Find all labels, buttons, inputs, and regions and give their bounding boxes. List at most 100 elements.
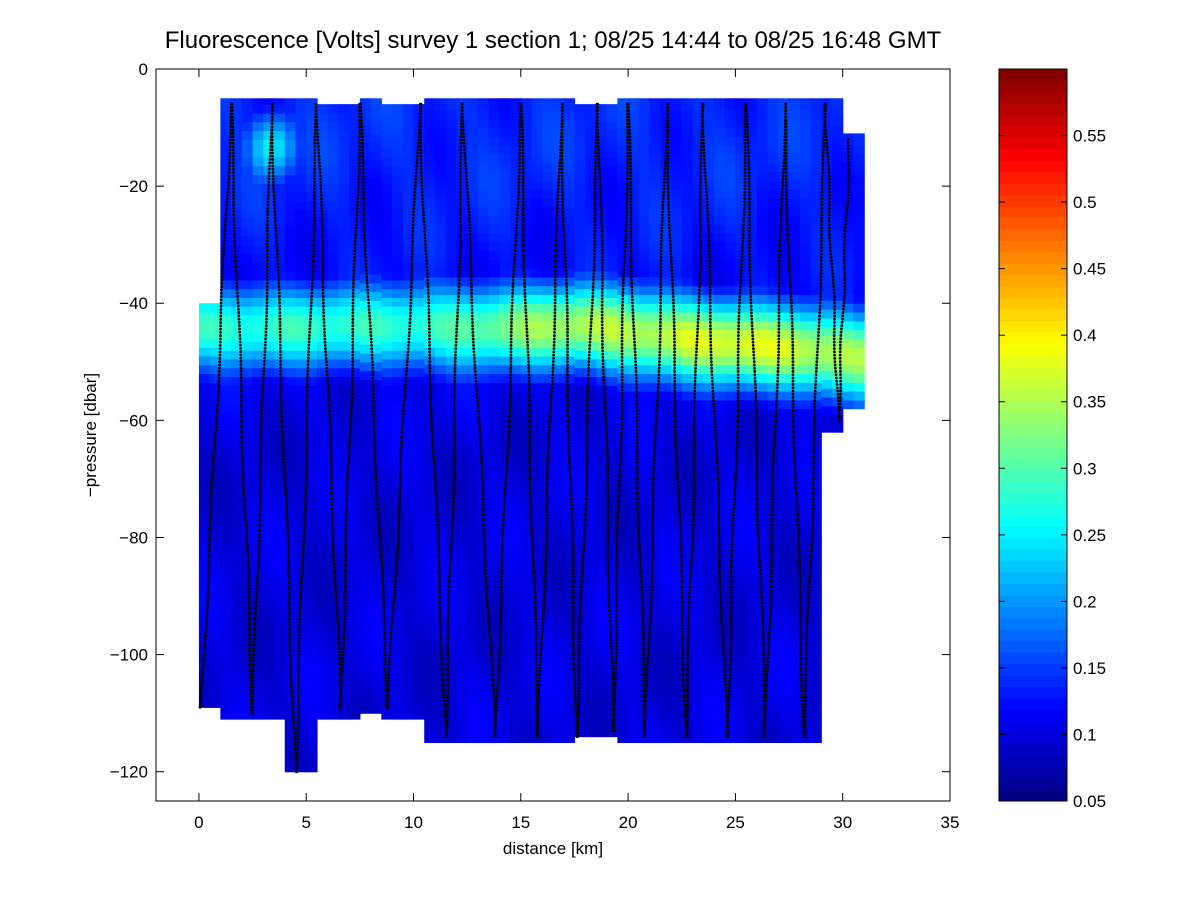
field-cell [810,487,822,498]
field-cell [413,420,425,430]
field-cell [467,285,479,296]
field-cell [359,493,372,503]
field-cell [660,610,672,621]
field-cell [671,689,683,700]
field-cell [735,514,747,524]
field-cell [370,361,382,372]
field-cell [274,253,286,263]
field-cell [434,127,447,137]
field-cell [799,197,812,208]
field-cell [799,487,812,498]
field-cell [327,297,340,307]
field-cell [198,338,211,348]
field-cell [220,613,232,623]
field-cell [209,399,221,410]
field-cell [553,355,565,366]
field-cell [392,183,404,193]
field-cell [671,391,683,401]
field-cell [295,235,307,246]
field-cell [713,180,726,190]
field-cell [692,628,704,638]
field-cell [327,262,340,272]
field-cell [553,487,565,498]
field-cell [338,130,350,140]
field-cell [746,347,758,357]
field-cell [585,200,597,211]
field-cell [638,364,651,375]
field-cell [402,639,415,650]
field-cell [681,109,694,120]
field-cell [198,382,211,392]
field-cell [746,557,758,568]
profile-sample [232,226,236,230]
field-cell [456,461,468,471]
field-cell [553,575,565,585]
field-cell [510,285,522,296]
field-cell [467,531,479,541]
field-cell [359,361,372,372]
field-cell [671,443,683,454]
profile-sample [246,555,250,559]
field-cell [263,367,275,378]
field-cell [349,174,361,184]
field-cell [520,505,533,515]
field-cell [799,312,812,322]
field-cell [563,338,576,348]
field-cell [789,672,801,682]
field-cell [510,654,522,664]
profile-sample [270,145,274,148]
field-cell [306,314,318,325]
field-cell [231,402,243,413]
field-cell [853,232,865,243]
field-cell [456,215,468,225]
field-cell [445,162,458,173]
profile-sample [270,132,274,135]
profile-sample [208,526,212,530]
field-cell [520,250,533,260]
field-cell [628,584,640,594]
field-cell [831,203,844,214]
field-cell [392,455,404,465]
profile-sample [278,327,282,331]
field-cell [467,628,479,638]
field-cell [810,470,822,480]
field-cell [842,250,855,260]
field-cell [370,256,382,266]
field-cell [574,367,586,378]
field-cell [499,399,511,410]
profile-sample [215,415,219,419]
field-cell [467,619,479,629]
field-cell [370,607,382,618]
profile-sample [212,445,216,448]
field-cell [553,426,565,436]
field-cell [810,215,822,225]
field-cell [359,291,372,301]
field-cell [574,156,586,167]
field-cell [799,180,812,190]
field-cell [488,329,500,339]
field-cell [499,268,511,278]
field-cell [681,268,694,278]
field-cell [628,733,640,744]
profile-sample [240,451,244,455]
field-cell [681,320,694,331]
field-cell [778,707,790,717]
field-cell [595,156,608,167]
field-cell [263,279,275,290]
field-cell [349,622,361,632]
field-cell [703,514,715,524]
field-cell [756,136,769,146]
field-cell [295,631,307,641]
field-cell [392,666,404,676]
field-cell [660,549,672,559]
field-cell [392,481,404,492]
field-cell [445,171,458,181]
field-cell [703,593,715,603]
field-cell [220,385,232,395]
field-cell [434,232,447,243]
field-cell [585,446,597,457]
field-cell [703,654,715,664]
profile-sample [258,447,262,451]
field-cell [327,604,340,615]
field-cell [617,531,629,541]
